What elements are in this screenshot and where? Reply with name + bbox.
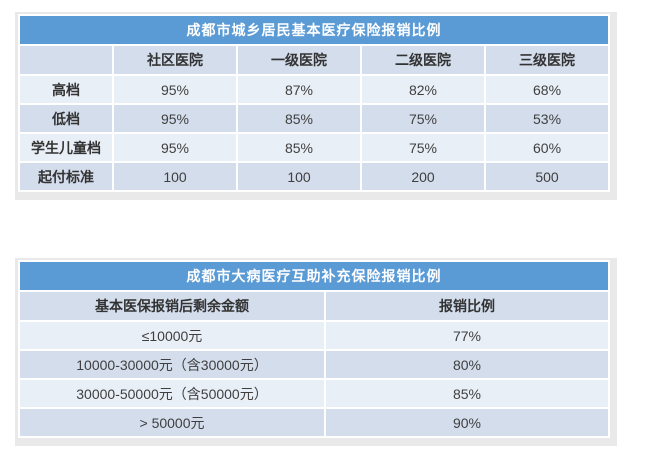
cell-value: 95% [114, 76, 236, 103]
cell-value: 100 [114, 163, 236, 190]
supplementary-insurance-table-frame: 成都市大病医疗互助补充保险报销比例 基本医保报销后剩余金额 报销比例 ≤1000… [15, 258, 617, 446]
table-row: 起付标准 100 100 200 500 [20, 163, 609, 190]
table-row: > 50000元 90% [20, 409, 608, 436]
cell-value: 95% [114, 105, 236, 132]
supplementary-insurance-table: 成都市大病医疗互助补充保险报销比例 基本医保报销后剩余金额 报销比例 ≤1000… [18, 260, 610, 438]
table-title-row: 成都市城乡居民基本医疗保险报销比例 [20, 16, 609, 44]
table-header-row: 社区医院 一级医院 二级医院 三级医院 [20, 46, 609, 74]
table-title-row: 成都市大病医疗互助补充保险报销比例 [20, 262, 608, 290]
cell-value: 75% [362, 105, 484, 132]
basic-insurance-table: 成都市城乡居民基本医疗保险报销比例 社区医院 一级医院 二级医院 三级医院 高档… [18, 14, 611, 192]
column-header-community-hospital: 社区医院 [114, 46, 236, 74]
row-label: > 50000元 [20, 409, 324, 436]
table-row: 低档 95% 85% 75% 53% [20, 105, 609, 132]
cell-value: 85% [238, 134, 360, 161]
row-label: 低档 [20, 105, 112, 132]
basic-table-title: 成都市城乡居民基本医疗保险报销比例 [20, 16, 609, 44]
cell-value: 75% [362, 134, 484, 161]
cell-value: 95% [114, 134, 236, 161]
column-header-level1-hospital: 一级医院 [238, 46, 360, 74]
table-row: 高档 95% 87% 82% 68% [20, 76, 609, 103]
row-label: 30000-50000元（含50000元） [20, 380, 324, 407]
cell-value: 53% [486, 105, 609, 132]
basic-insurance-table-frame: 成都市城乡居民基本医疗保险报销比例 社区医院 一级医院 二级医院 三级医院 高档… [15, 12, 617, 200]
cell-value: 90% [326, 409, 608, 436]
row-label: 高档 [20, 76, 112, 103]
table-row: 30000-50000元（含50000元） 85% [20, 380, 608, 407]
column-header-remaining-amount: 基本医保报销后剩余金额 [20, 292, 324, 320]
table-header-row: 基本医保报销后剩余金额 报销比例 [20, 292, 608, 320]
table-row: 学生儿童档 95% 85% 75% 60% [20, 134, 609, 161]
cell-value: 85% [238, 105, 360, 132]
row-label: 10000-30000元（含30000元） [20, 351, 324, 378]
supp-table-title: 成都市大病医疗互助补充保险报销比例 [20, 262, 608, 290]
cell-value: 100 [238, 163, 360, 190]
cell-value: 77% [326, 322, 608, 349]
row-label: 学生儿童档 [20, 134, 112, 161]
row-label: 起付标准 [20, 163, 112, 190]
table-row: 10000-30000元（含30000元） 80% [20, 351, 608, 378]
cell-value: 68% [486, 76, 609, 103]
cell-value: 60% [486, 134, 609, 161]
column-header-reimbursement-ratio: 报销比例 [326, 292, 608, 320]
cell-value: 500 [486, 163, 609, 190]
cell-value: 85% [326, 380, 608, 407]
column-header-empty [20, 46, 112, 74]
cell-value: 87% [238, 76, 360, 103]
cell-value: 82% [362, 76, 484, 103]
column-header-level2-hospital: 二级医院 [362, 46, 484, 74]
table-row: ≤10000元 77% [20, 322, 608, 349]
cell-value: 80% [326, 351, 608, 378]
column-header-level3-hospital: 三级医院 [486, 46, 609, 74]
row-label: ≤10000元 [20, 322, 324, 349]
cell-value: 200 [362, 163, 484, 190]
